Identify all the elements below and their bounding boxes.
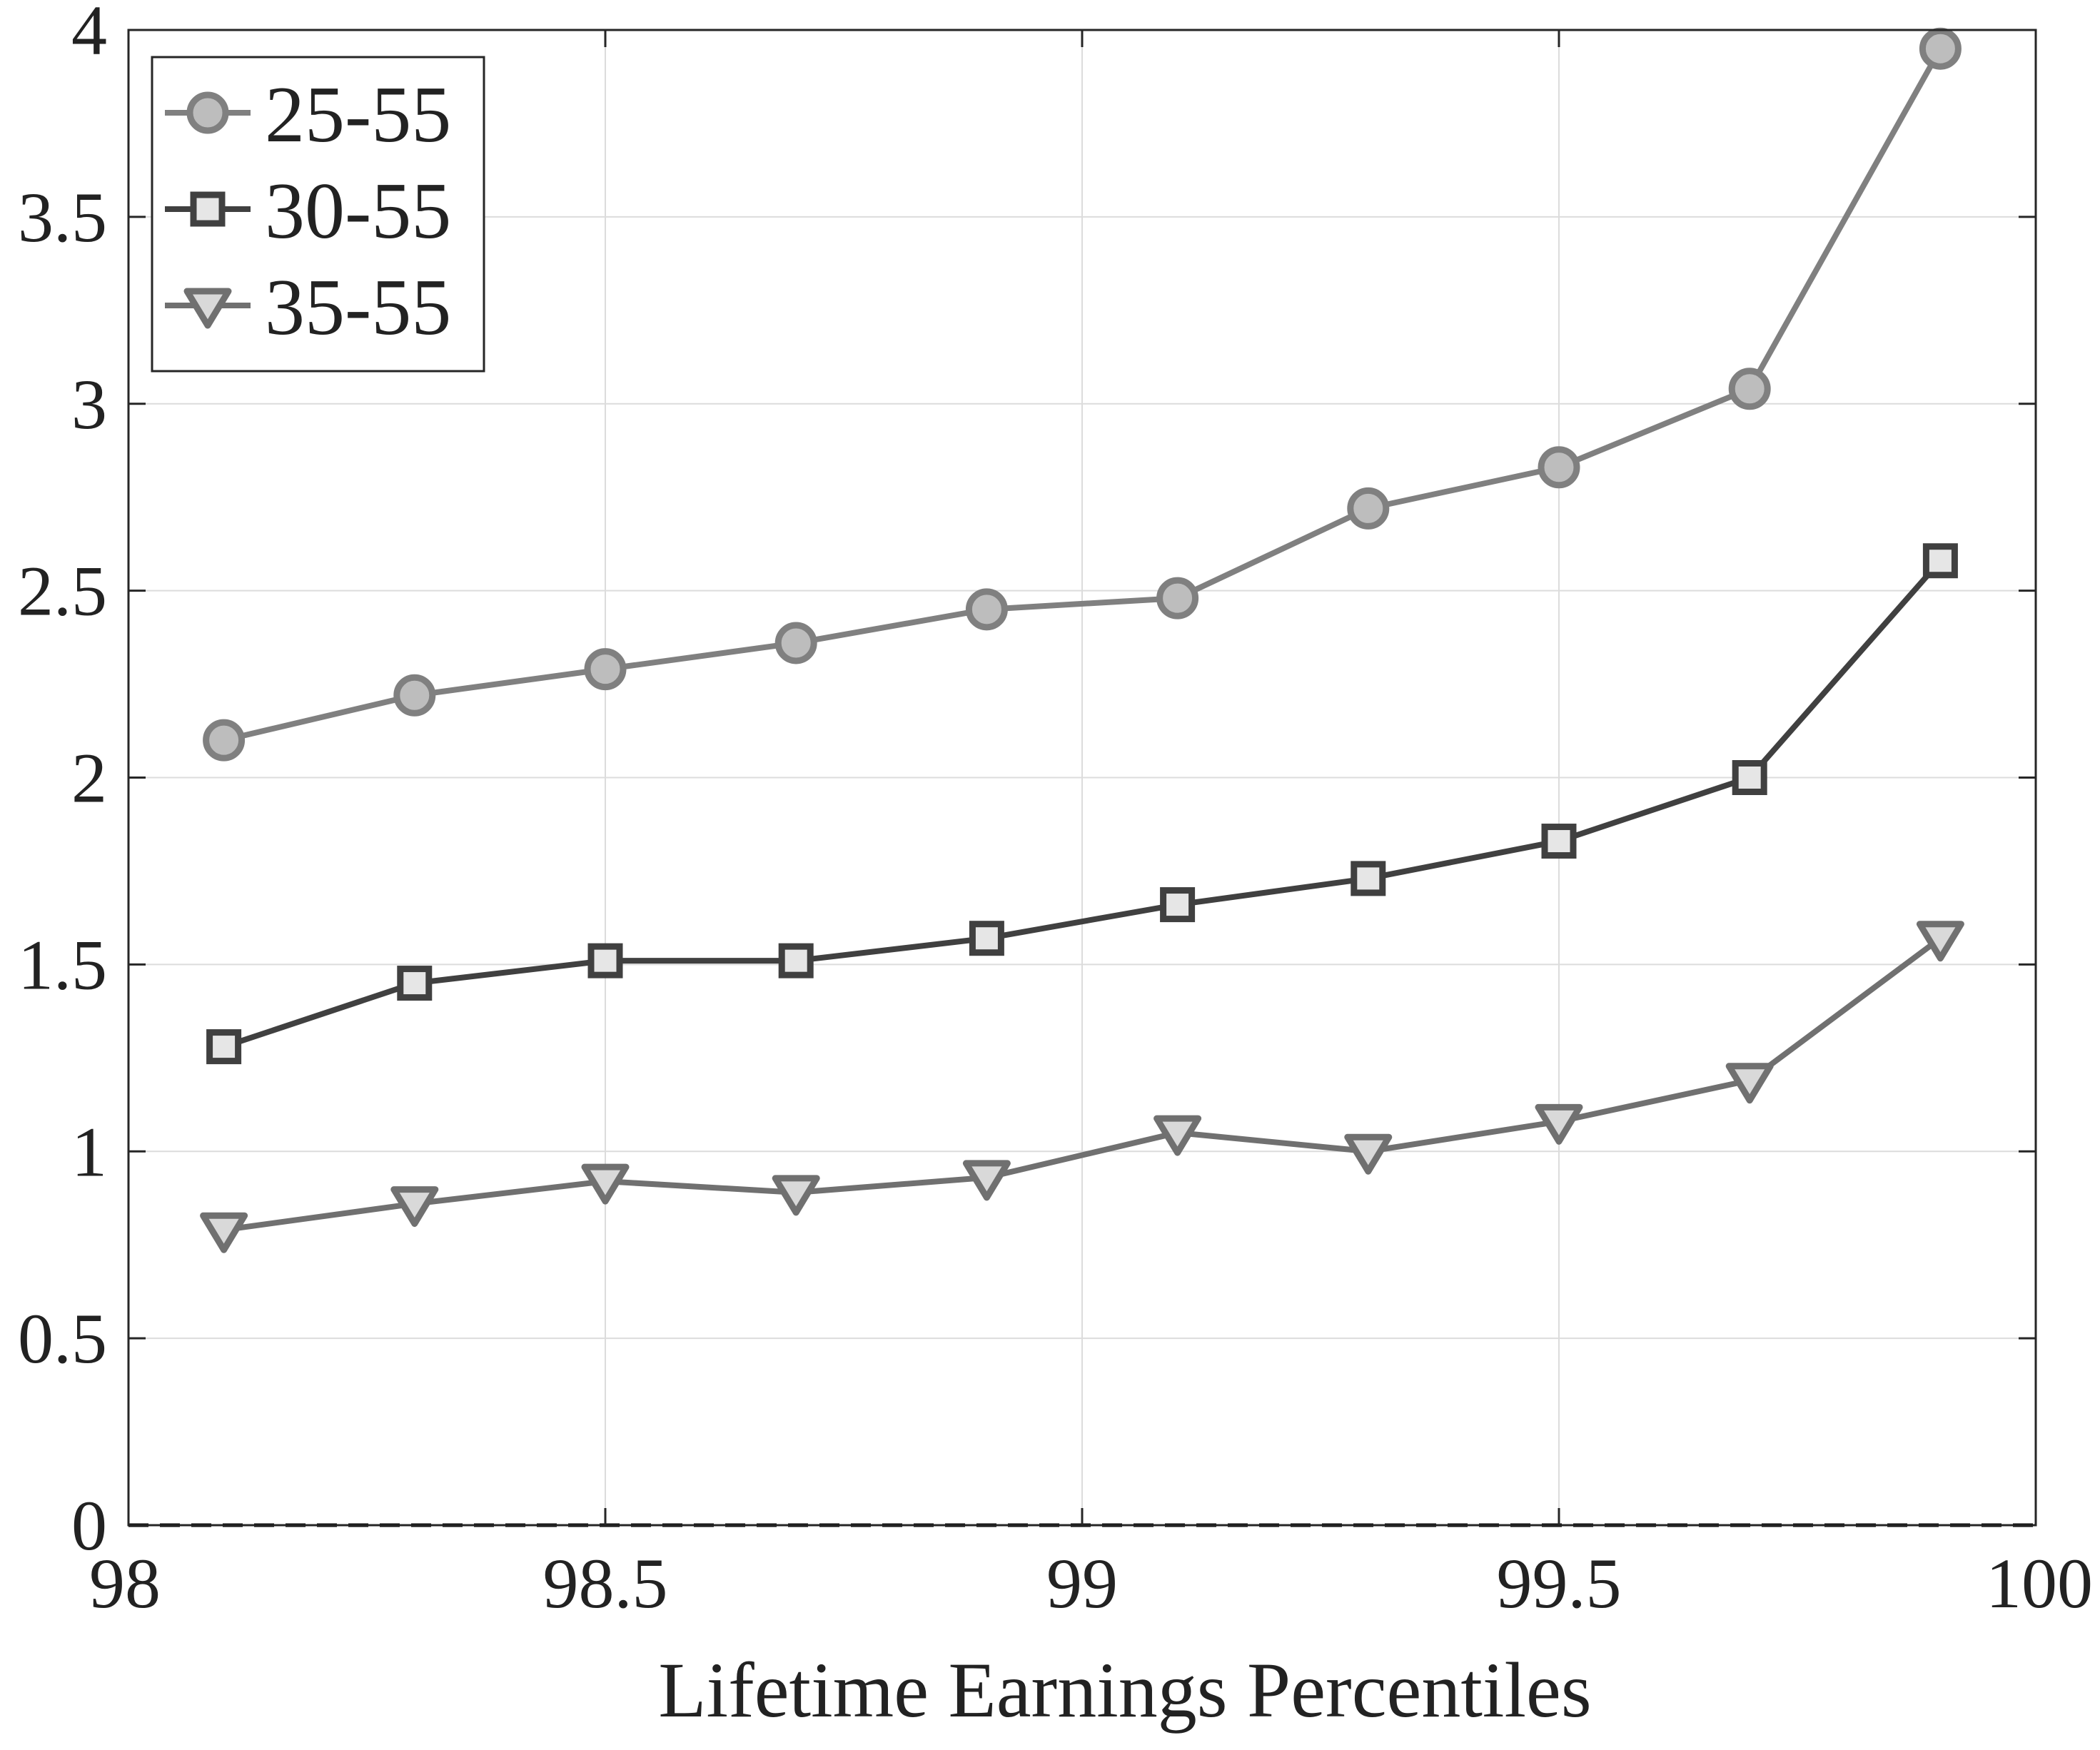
data-point: [962, 1160, 1011, 1201]
y-tick-label: 4: [71, 0, 107, 70]
x-tick-label: 100: [1986, 1544, 2093, 1623]
data-point: [1725, 1063, 1774, 1104]
legend-label: 25-55: [265, 71, 451, 159]
x-tick-label: 99.5: [1497, 1544, 1622, 1623]
data-point: [772, 1175, 820, 1216]
y-tick-label: 2.5: [18, 552, 107, 631]
data-point: [393, 674, 436, 717]
legend-marker: [186, 91, 229, 134]
y-tick-label: 3.5: [18, 178, 107, 257]
legend-marker: [190, 191, 226, 227]
legend-item: 30-55: [165, 167, 451, 256]
data-point: [203, 719, 246, 762]
data-point: [1732, 760, 1767, 795]
y-tick-label: 0.5: [18, 1299, 107, 1378]
data-point: [584, 648, 627, 691]
series-30-55: [206, 543, 1958, 1065]
y-tick-label: 1: [71, 1112, 107, 1191]
data-point: [1156, 577, 1199, 619]
data-point: [1919, 27, 1962, 70]
data-point: [969, 921, 1004, 956]
data-point: [1916, 921, 1964, 962]
data-point: [390, 1186, 439, 1228]
data-point: [1160, 887, 1196, 923]
data-point: [1351, 861, 1386, 896]
data-point: [1728, 368, 1771, 410]
data-point: [1922, 543, 1958, 579]
legend-label: 30-55: [265, 167, 451, 256]
data-point: [1535, 1103, 1583, 1145]
data-point: [1154, 1115, 1202, 1156]
x-tick-label: 98: [89, 1544, 161, 1623]
data-point: [206, 1029, 242, 1065]
legend-label: 35-55: [265, 263, 451, 352]
data-point: [778, 943, 814, 978]
series-25-55: [203, 27, 1962, 762]
data-point: [774, 622, 817, 664]
data-point: [1347, 487, 1390, 530]
y-tick-label: 2: [71, 739, 107, 818]
y-tick-label: 1.5: [18, 925, 107, 1004]
data-point: [397, 966, 433, 1001]
data-point: [1541, 824, 1577, 859]
data-point: [581, 1163, 630, 1205]
legend-marker: [183, 288, 232, 329]
data-point: [965, 588, 1008, 631]
data-point: [1344, 1133, 1393, 1175]
y-tick-label: 3: [71, 365, 107, 444]
legend-item: 35-55: [165, 263, 451, 352]
series-35-55: [200, 921, 1964, 1253]
tick-labels: 98 98.5 99 99.5 100 0 0.5 1 1.5 2 2.5 3 3.5 4: [18, 0, 2093, 1623]
x-tick-label: 98.5: [543, 1544, 668, 1623]
data-point: [200, 1212, 248, 1253]
x-tick-label: 99: [1046, 1544, 1118, 1623]
series-group: [200, 27, 1964, 1253]
series-line: [223, 559, 1943, 1050]
series-line: [223, 936, 1942, 1233]
y-tick-label: 0: [71, 1486, 107, 1565]
x-axis-label: Lifetime Earnings Percentiles: [658, 1647, 1591, 1734]
axis-ticks: [127, 29, 2037, 1527]
legend-item: 25-55: [165, 71, 451, 159]
data-point: [1538, 446, 1580, 489]
data-point: [587, 943, 623, 978]
series-line: [223, 47, 1943, 744]
